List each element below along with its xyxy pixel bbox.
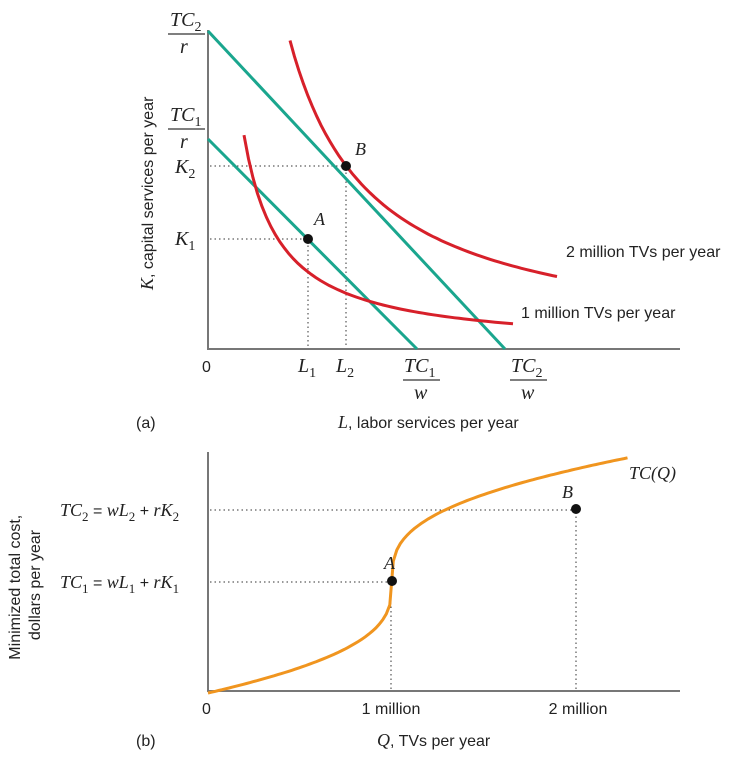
y-tick-k1: K1 [174,228,195,254]
y-tick-tc1-sub: 1 [194,115,201,130]
y-tick-tc1-over-r: TC1 r [168,104,205,153]
isocost-line-2 [206,29,507,351]
y-tick-tc2-sub: 2 [194,20,201,35]
x-tick-tc1-sub: 1 [428,366,435,381]
point-b-cost-a-label: A [383,553,396,573]
y-tick-tc2-num: TC [170,9,195,31]
point-b-cost-a [387,576,397,586]
y-tick-tc1-equation: TC1 = wL1 + rK1 [60,572,179,596]
panel-b: A B TC(Q) TC2 = wL2 + rK2 TC1 = wL1 + rK… [7,452,680,750]
isocost-line-1 [206,137,419,351]
y-tick-tc1-num: TC [170,104,195,126]
svg-text:TC2: TC2 [170,9,201,35]
point-b [341,161,351,171]
point-b-cost-b-label: B [562,482,573,502]
origin-label-b: 0 [202,701,211,718]
isoquant-2-million-label: 2 million TVs per year [566,244,721,261]
panel-a-y-axis-title: K, capital services per year [137,96,157,291]
point-b-label: B [355,139,366,159]
point-b-cost-b [571,504,581,514]
isoquant-1-million-label: 1 million TVs per year [521,305,676,322]
x-tick-tc1-den: w [414,382,428,404]
panel-b-y-title-line-1: Minimized total cost, [7,515,24,660]
y-tick-k2: K2 [174,156,195,182]
panel-b-y-axis-title: Minimized total cost, dollars per year [7,510,44,659]
panel-b-y-title-line-2: dollars per year [27,529,44,640]
x-tick-2-million: 2 million [549,701,608,718]
x-tick-tc2-num: TC [511,355,536,377]
panel-a-x-axis-title: L, labor services per year [337,412,519,432]
svg-text:TC2: TC2 [511,355,542,381]
x-tick-tc2-over-w: TC2 w [510,355,547,404]
y-tick-tc2-over-r: TC2 r [168,9,205,58]
svg-text:TC1: TC1 [404,355,435,381]
y-tick-tc2-equation: TC2 = wL2 + rK2 [60,500,179,524]
x-tick-tc2-den: w [521,382,535,404]
panel-b-x-axis-title: Q, TVs per year [377,730,491,750]
x-tick-l1: L1 [297,355,316,381]
y-tick-tc2-den: r [180,36,188,58]
panel-b-label: (b) [136,733,156,750]
tc-curve-label: TC(Q) [629,463,676,484]
point-a-label: A [313,209,326,229]
x-tick-1-million: 1 million [362,701,421,718]
panel-a-label: (a) [136,415,156,432]
x-tick-tc1-over-w: TC1 w [403,355,440,404]
x-tick-tc1-num: TC [404,355,429,377]
origin-label-a: 0 [202,359,211,376]
y-tick-tc1-den: r [180,131,188,153]
point-a [303,234,313,244]
isoquant-1-million [242,134,514,326]
isoquant-2-million [288,40,558,278]
svg-text:TC1: TC1 [170,104,201,130]
x-tick-tc2-sub: 2 [535,366,542,381]
x-tick-l2: L2 [335,355,354,381]
total-cost-curve [207,456,628,695]
panel-a: A B 2 million TVs per year 1 million TVs… [136,9,721,432]
